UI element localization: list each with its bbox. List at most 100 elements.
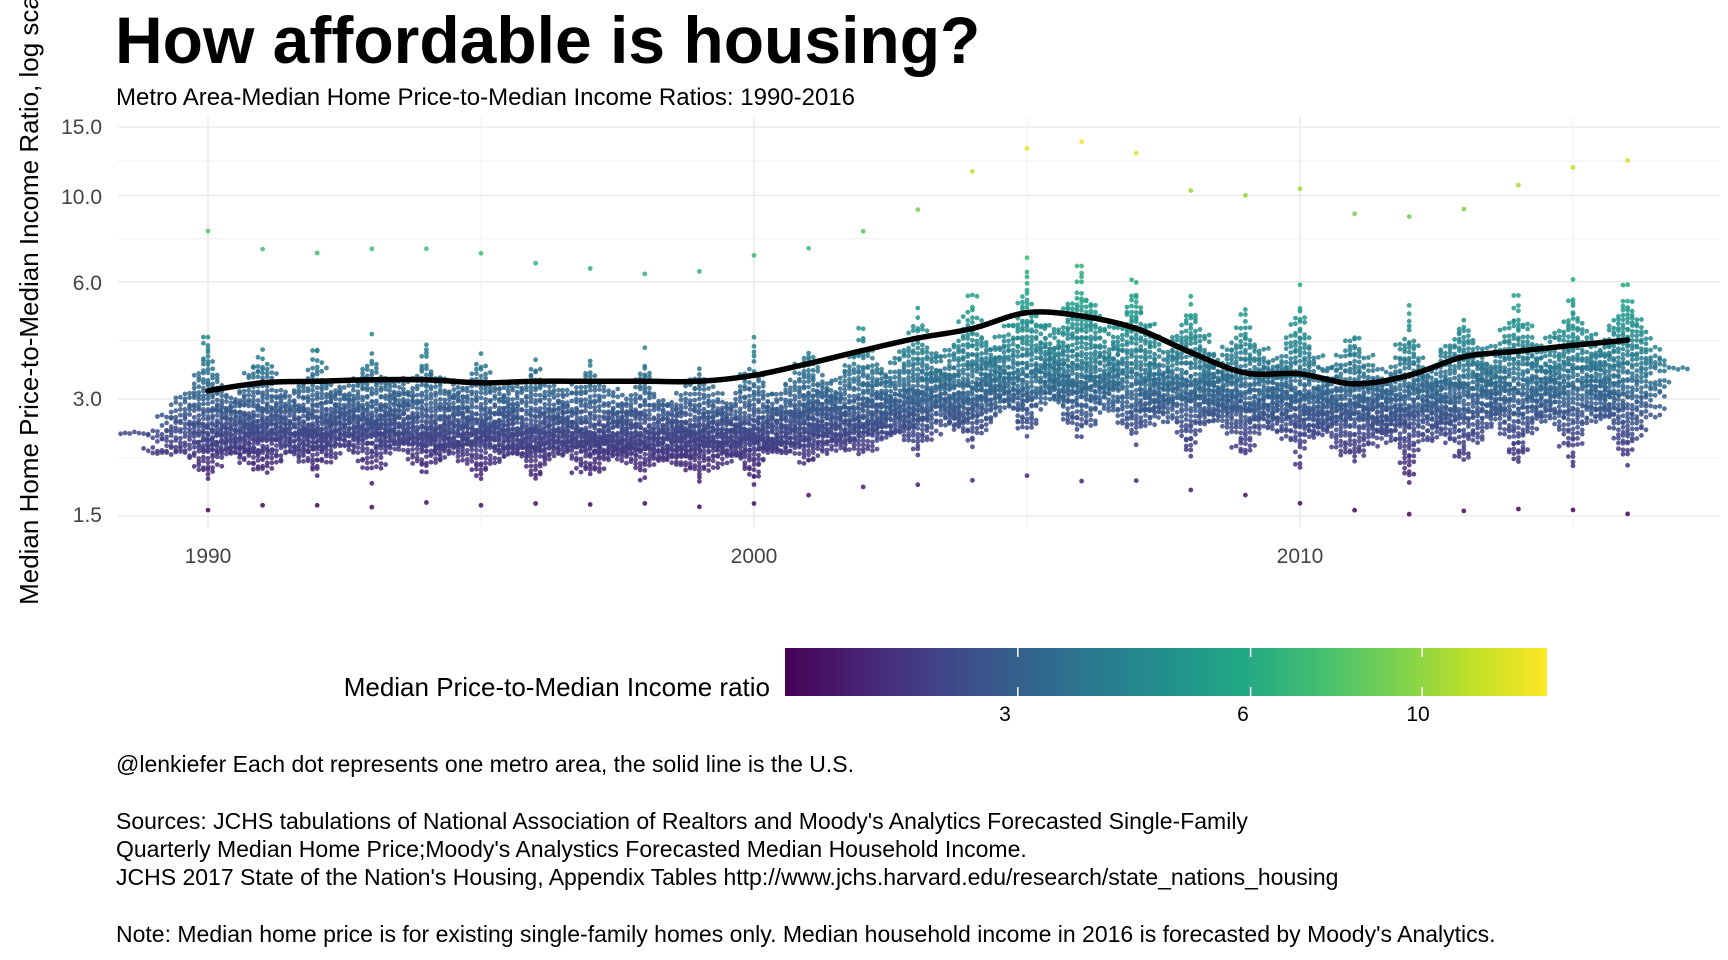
metro-dot bbox=[391, 391, 397, 396]
metro-dot bbox=[764, 425, 770, 431]
metro-dot bbox=[564, 449, 570, 455]
metro-dot bbox=[510, 426, 515, 431]
metro-dot bbox=[269, 455, 275, 461]
metro-dot bbox=[605, 433, 611, 439]
metro-dot bbox=[756, 473, 761, 479]
metro-dot bbox=[547, 384, 552, 390]
metro-dot bbox=[842, 412, 848, 418]
metro-dot bbox=[255, 374, 261, 380]
metro-dot bbox=[501, 412, 506, 418]
metro-dot bbox=[214, 372, 220, 378]
metro-dot bbox=[605, 455, 611, 461]
metro-dot bbox=[323, 417, 329, 422]
metro-dot bbox=[674, 455, 679, 460]
metro-dot bbox=[637, 386, 643, 392]
metro-dot bbox=[496, 442, 502, 448]
metro-dot bbox=[478, 390, 484, 396]
metro-dot bbox=[814, 399, 820, 405]
metro-dot bbox=[583, 408, 588, 414]
metro-dot bbox=[569, 413, 575, 418]
metro-dot bbox=[541, 430, 547, 436]
metro-dot bbox=[205, 370, 211, 376]
metro-dot bbox=[355, 400, 361, 406]
metro-dot bbox=[820, 448, 825, 454]
metro-dot bbox=[856, 364, 861, 370]
metro-dot bbox=[205, 362, 211, 367]
metro-dot bbox=[364, 435, 369, 440]
metro-dot bbox=[351, 387, 356, 393]
metro-dot bbox=[787, 426, 793, 432]
metro-dot bbox=[551, 423, 556, 428]
metro-dot bbox=[264, 370, 270, 376]
metro-dot bbox=[224, 451, 229, 457]
metro-dot bbox=[619, 401, 625, 407]
metro-dot bbox=[446, 436, 452, 442]
metro-dot bbox=[642, 501, 648, 506]
metro-dot bbox=[491, 430, 496, 435]
metro-dot bbox=[442, 391, 448, 397]
metro-dot bbox=[341, 395, 347, 401]
metro-dot bbox=[396, 424, 402, 430]
metro-dot bbox=[837, 380, 843, 386]
metro-dot bbox=[391, 396, 397, 402]
metro-dot bbox=[860, 442, 866, 448]
metro-dot bbox=[865, 425, 871, 431]
metro-dot bbox=[542, 395, 548, 401]
metro-dot bbox=[209, 442, 215, 447]
metro-dot bbox=[705, 430, 711, 436]
metro-dot bbox=[870, 379, 875, 385]
metro-dot bbox=[391, 417, 397, 422]
metro-dot bbox=[355, 440, 361, 446]
metro-dot bbox=[205, 349, 211, 355]
metro-dot bbox=[168, 402, 174, 408]
metro-dot bbox=[833, 431, 838, 437]
metro-dot bbox=[828, 388, 834, 393]
metro-dot bbox=[660, 436, 665, 441]
metro-dot bbox=[168, 433, 174, 438]
metro-dot bbox=[309, 433, 315, 439]
metro-dot bbox=[237, 436, 243, 442]
metro-dot bbox=[551, 449, 556, 455]
metro-dot bbox=[751, 353, 757, 359]
metro-dot bbox=[205, 354, 211, 359]
metro-dot bbox=[159, 450, 165, 455]
metro-dot bbox=[296, 446, 302, 452]
metro-dot bbox=[232, 409, 238, 414]
metro-dot bbox=[369, 246, 375, 252]
metro-dot bbox=[205, 460, 211, 465]
metro-dot bbox=[319, 360, 325, 365]
metro-dot bbox=[633, 425, 638, 430]
metro-dot bbox=[310, 397, 315, 403]
metro-dot bbox=[756, 462, 761, 468]
metro-dot bbox=[587, 266, 593, 271]
metro-dot bbox=[310, 357, 315, 362]
metro-dot bbox=[747, 447, 752, 453]
metro-dot bbox=[674, 462, 679, 467]
metro-dot bbox=[801, 385, 807, 391]
metro-dot bbox=[537, 409, 542, 415]
metro-dot bbox=[324, 459, 329, 465]
metro-dot bbox=[178, 429, 183, 435]
metro-dot bbox=[647, 402, 652, 408]
metro-dot bbox=[305, 434, 310, 440]
metro-dot bbox=[464, 451, 470, 457]
metro-dot bbox=[378, 394, 384, 400]
metro-dot bbox=[314, 502, 320, 508]
metro-dot bbox=[155, 414, 160, 419]
metro-dot bbox=[814, 428, 820, 433]
metro-dot bbox=[446, 390, 452, 396]
metro-dot bbox=[842, 373, 848, 379]
metro-dot bbox=[218, 433, 224, 439]
metro-dot bbox=[619, 430, 625, 436]
metro-dot bbox=[865, 390, 871, 395]
metro-dot bbox=[614, 412, 620, 418]
metro-dot bbox=[145, 448, 151, 454]
metro-dot bbox=[246, 403, 252, 409]
metro-dot bbox=[628, 430, 634, 436]
metro-dot bbox=[159, 436, 165, 442]
metro-dot bbox=[118, 431, 123, 437]
metro-dot bbox=[614, 438, 619, 444]
metro-dot bbox=[537, 398, 543, 404]
metro-dot bbox=[201, 416, 206, 421]
metro-dot bbox=[223, 441, 229, 447]
